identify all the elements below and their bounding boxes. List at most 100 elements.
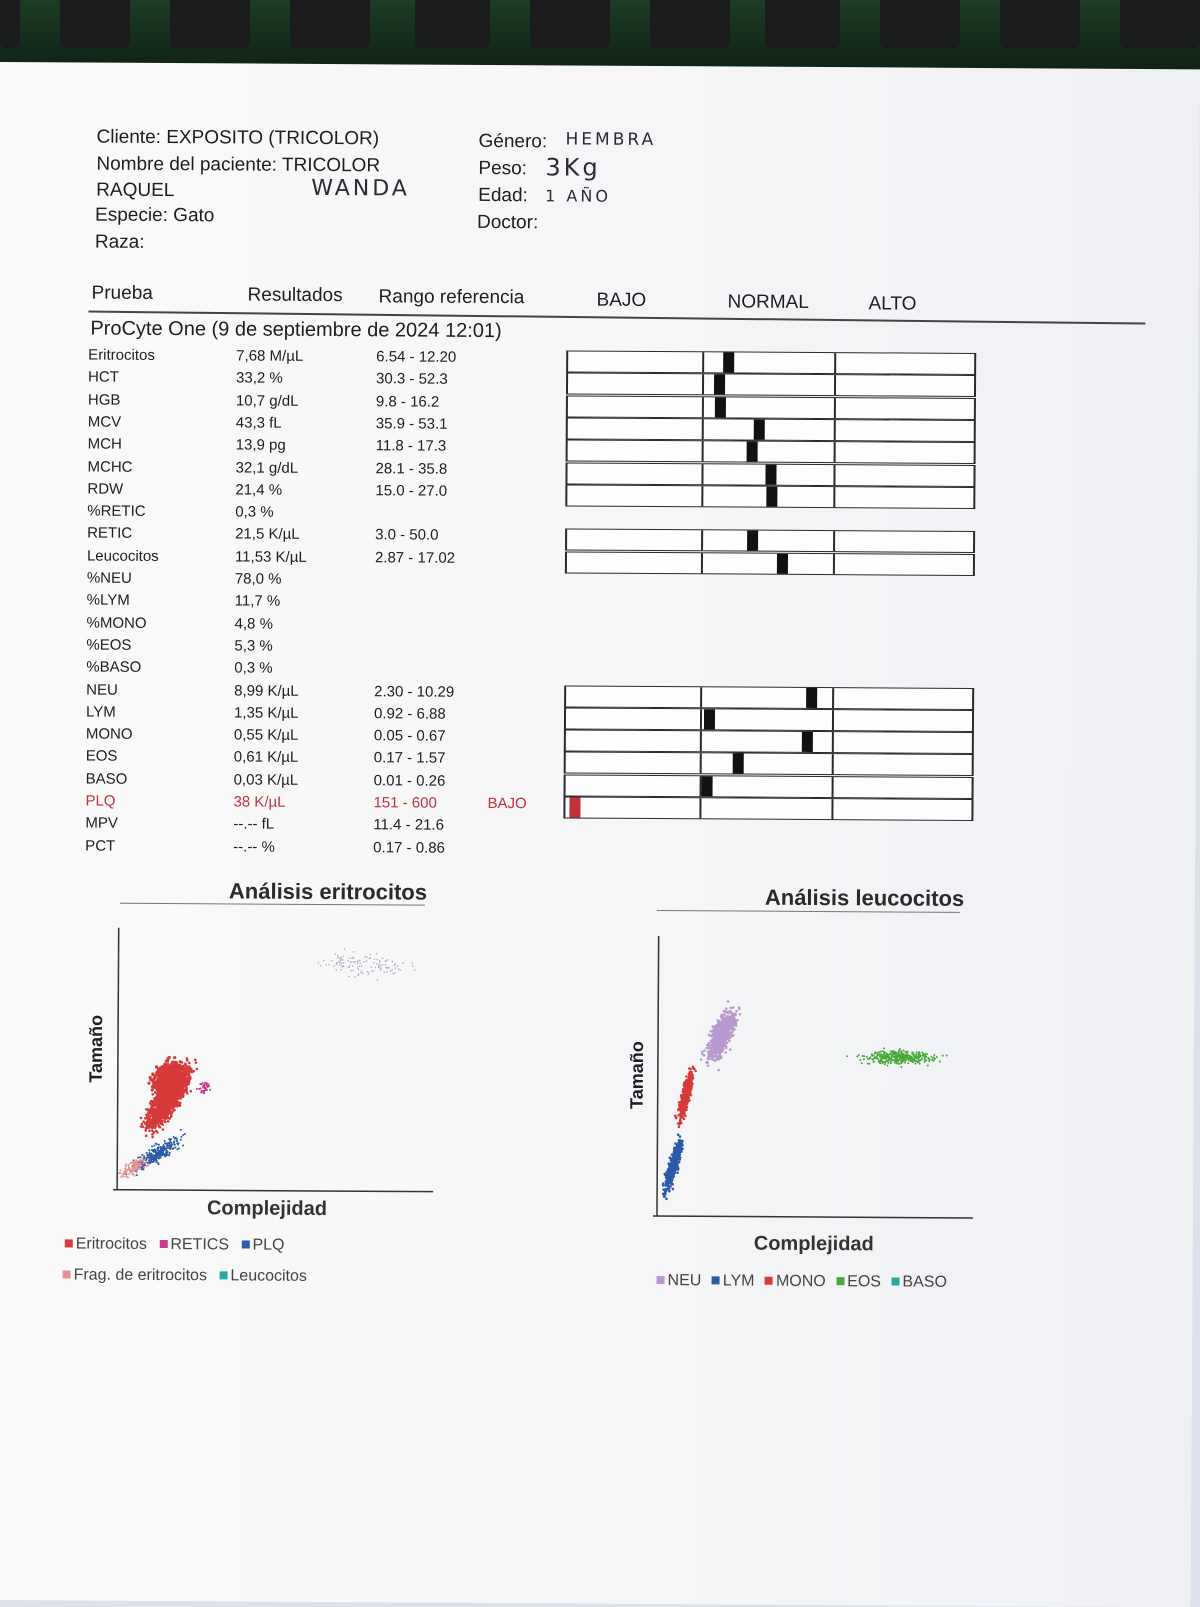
scatter-point	[679, 1105, 683, 1109]
scatter-point	[857, 1054, 860, 1057]
scatter-point	[905, 1054, 908, 1057]
scatter-point	[687, 1090, 690, 1094]
scatter-point	[672, 1164, 676, 1168]
scatter-point	[411, 962, 414, 964]
scatter-point	[157, 1150, 160, 1153]
scatter-point	[145, 1122, 149, 1126]
range-bar	[563, 751, 974, 777]
scatter-point	[682, 1108, 685, 1112]
scatter-point	[173, 1143, 176, 1146]
scatter-point	[146, 1108, 150, 1111]
range-divider	[701, 396, 704, 417]
scatter-point	[690, 1077, 694, 1081]
scatter-point	[163, 1062, 167, 1066]
scatter-point	[716, 1048, 720, 1052]
scatter-point	[195, 1067, 199, 1071]
scatter-point	[348, 957, 350, 959]
scatter-point	[667, 1177, 670, 1181]
scatter-point	[701, 1052, 704, 1056]
scatter-point	[673, 1154, 677, 1157]
scatter-point	[182, 1082, 186, 1087]
scatter-point	[147, 1155, 150, 1158]
test-name: %EOS	[86, 636, 132, 654]
scatter-point	[170, 1145, 173, 1148]
scatter-point	[178, 1060, 182, 1064]
scatter-point	[342, 965, 345, 968]
test-name: PLQ	[85, 792, 116, 810]
scatter-point	[879, 1054, 882, 1057]
scatter-point	[865, 1055, 868, 1058]
test-name: EOS	[85, 747, 118, 766]
scatter-point	[357, 968, 360, 971]
scatter-point	[718, 1029, 722, 1032]
scatter-point	[180, 1076, 184, 1080]
scatter-point	[721, 1015, 724, 1018]
scatter-point	[712, 1036, 716, 1040]
scatter-point	[360, 965, 363, 967]
scatter-point	[885, 1052, 888, 1055]
scatter-point	[662, 1188, 665, 1191]
scatter-point	[906, 1050, 909, 1053]
scatter-point	[689, 1070, 692, 1074]
keyboard-key	[290, 0, 370, 48]
scatter-point	[680, 1115, 684, 1119]
scatter-point	[143, 1166, 146, 1169]
scatter-point	[164, 1142, 167, 1145]
test-range: 11.4 - 21.6	[373, 816, 445, 835]
scatter-point	[861, 1054, 864, 1057]
scatter-point	[172, 1083, 176, 1087]
eritro-scatter	[113, 927, 434, 1193]
scatter-point	[384, 960, 387, 963]
scatter-point	[369, 957, 372, 959]
scatter-point	[151, 1104, 155, 1107]
scatter-point	[716, 1046, 720, 1050]
test-value: 0,3 %	[234, 659, 273, 677]
scatter-point	[662, 1195, 666, 1198]
scatter-point	[941, 1054, 944, 1057]
scatter-point	[674, 1158, 677, 1162]
scatter-point	[360, 969, 363, 972]
keyboard-key	[415, 0, 490, 48]
scatter-point	[377, 964, 380, 967]
col-bajo: BAJO	[596, 289, 647, 311]
scatter-point	[168, 1151, 171, 1154]
scatter-point	[723, 1030, 727, 1034]
scatter-point	[356, 960, 359, 963]
scatter-point	[336, 955, 339, 957]
breed: Raza:	[94, 231, 145, 253]
legend-item-leucocitos: Leucocitos	[219, 1267, 307, 1285]
weight-label: Peso:	[478, 157, 528, 180]
scatter-point	[138, 1165, 141, 1168]
scatter-point	[164, 1147, 167, 1150]
scatter-point	[161, 1123, 165, 1126]
scatter-point	[724, 1051, 727, 1054]
scatter-point	[368, 971, 370, 974]
scatter-point	[357, 974, 359, 977]
test-value: 32,1 g/dL	[235, 458, 299, 477]
scatter-point	[154, 1142, 157, 1145]
range-marker	[746, 441, 758, 462]
scatter-point	[868, 1062, 871, 1065]
test-name: BASO	[85, 770, 128, 788]
scatter-point	[190, 1069, 194, 1073]
scatter-point	[720, 1050, 723, 1054]
scatter-point	[363, 961, 365, 963]
scatter-point	[179, 1138, 182, 1141]
scatter-point	[162, 1090, 167, 1094]
scatter-point	[149, 1123, 152, 1127]
scatter-point	[680, 1093, 684, 1097]
scatter-point	[680, 1140, 684, 1143]
scatter-point	[155, 1100, 159, 1104]
test-name: HCT	[88, 368, 119, 387]
scatter-point	[903, 1061, 906, 1064]
test-value: 0,03 K/µL	[233, 771, 299, 789]
scatter-point	[152, 1123, 156, 1127]
range-bar	[565, 484, 976, 509]
scatter-point	[900, 1052, 903, 1055]
scatter-point	[676, 1165, 679, 1168]
scatter-point	[717, 1031, 721, 1035]
scatter-point	[162, 1151, 165, 1154]
scatter-point	[159, 1074, 163, 1078]
range-divider	[831, 754, 834, 775]
scatter-point	[166, 1063, 170, 1067]
